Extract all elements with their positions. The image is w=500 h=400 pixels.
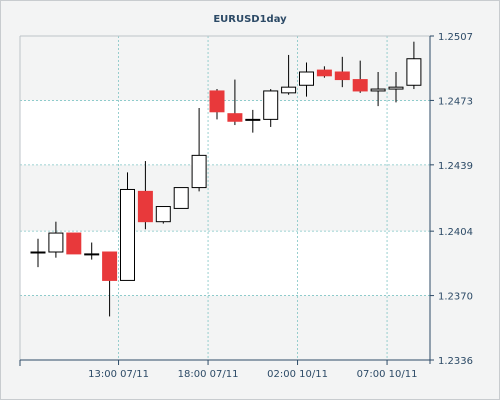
candle-body-up xyxy=(388,86,404,90)
y-tick-label: 1.2370 xyxy=(438,292,473,303)
candle-body-up xyxy=(120,188,135,281)
y-tick-label: 1.2473 xyxy=(438,96,473,107)
candle-body-down xyxy=(209,90,225,113)
candle-body-up xyxy=(30,251,46,254)
x-tick-label: 07:00 10/11 xyxy=(357,369,418,380)
candle-body-up xyxy=(245,118,261,121)
candle-body-up xyxy=(370,88,386,92)
y-tick-label: 1.2404 xyxy=(438,227,473,238)
candle-body-up xyxy=(191,154,207,189)
y-axis-labels: 1.2336 1.2370 1.2404 1.2439 1.2473 1.2507 xyxy=(438,32,473,367)
candle-body-up xyxy=(281,86,297,94)
candle-body-up xyxy=(173,187,189,209)
y-tick-label: 1.2507 xyxy=(438,32,473,43)
candle-body-down xyxy=(227,113,243,122)
candles xyxy=(30,41,422,317)
background-band xyxy=(20,295,430,360)
background-band xyxy=(20,36,430,101)
chart-title: EURUSD1day xyxy=(213,14,287,25)
candle-body-down xyxy=(137,190,153,223)
y-tick-label: 1.2336 xyxy=(438,356,473,367)
candle-body-up xyxy=(155,206,171,223)
candle-body-up xyxy=(84,253,100,256)
background-bands xyxy=(20,36,430,360)
candle-body-up xyxy=(48,232,64,253)
candle-body-down xyxy=(352,79,368,92)
x-tick-label: 18:00 07/11 xyxy=(178,369,239,380)
x-tick-label: 13:00 07/11 xyxy=(88,369,149,380)
background-band xyxy=(20,164,430,232)
candle-body-up xyxy=(263,90,279,120)
candle-body-down xyxy=(102,251,118,281)
x-tick-label: 02:00 10/11 xyxy=(267,369,328,380)
y-tick-label: 1.2439 xyxy=(438,161,473,172)
candle-body-down xyxy=(316,69,332,77)
candle-body-up xyxy=(406,58,422,86)
candle-body-down xyxy=(334,71,350,81)
x-axis-labels: 13:00 07/11 18:00 07/11 02:00 10/11 07:00 1… xyxy=(88,369,417,380)
candle-body-down xyxy=(66,232,82,255)
axes xyxy=(19,35,434,366)
candle-body-up xyxy=(299,71,314,86)
